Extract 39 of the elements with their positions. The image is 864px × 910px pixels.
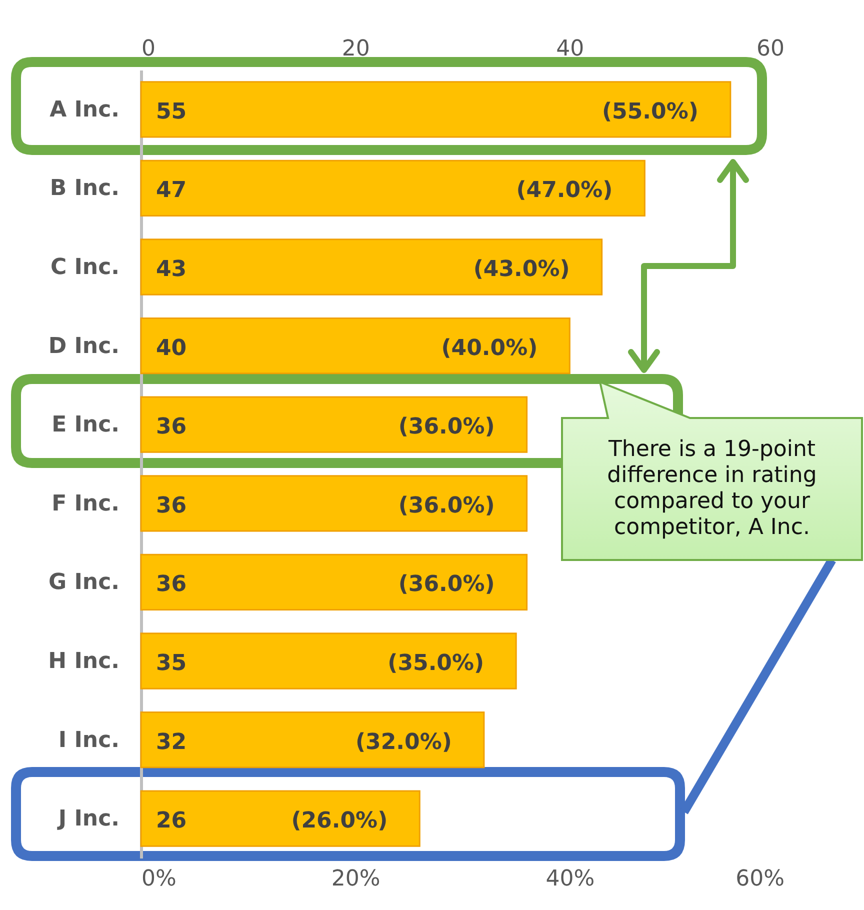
data-label: 40 <box>156 336 187 361</box>
y-tick-label: B Inc. <box>50 176 120 202</box>
y-tick-label: C Inc. <box>50 255 120 280</box>
x2-tick-label: 0 <box>142 36 156 62</box>
annotation: (35.0%) <box>388 651 484 676</box>
y-tick-label: I Inc. <box>58 728 120 753</box>
annotation: There is a 19-point difference in rating compared to your competitor, A Inc. <box>606 436 818 542</box>
x2-tick-label: 60 <box>756 36 784 62</box>
y-tick-label: E Inc. <box>52 412 120 438</box>
y-tick-label: J Inc. <box>56 806 120 832</box>
data-label: 32 <box>156 730 187 755</box>
x-tick-label: 60% <box>736 866 784 892</box>
annotation: (43.0%) <box>473 257 570 282</box>
annotation: (55.0%) <box>602 99 698 124</box>
y-tick-label: D Inc. <box>48 334 120 359</box>
annotation: (26.0%) <box>291 808 388 834</box>
annotation: (40.0%) <box>441 336 538 361</box>
y-tick-label: G Inc. <box>48 570 120 596</box>
data-label: 47 <box>156 178 187 204</box>
annotation: (36.0%) <box>398 414 495 440</box>
x-tick-label: 20% <box>331 866 380 892</box>
y-tick-label: H Inc. <box>48 649 120 674</box>
data-label: 36 <box>156 572 187 598</box>
data-label: 43 <box>156 257 187 282</box>
annotation: (36.0%) <box>398 572 495 598</box>
data-label: 26 <box>156 808 187 834</box>
x-tick-label: 40% <box>546 866 595 892</box>
data-label: 36 <box>156 493 187 518</box>
x2-tick-label: 40 <box>556 36 584 62</box>
annotation: (36.0%) <box>398 493 495 518</box>
data-label: 55 <box>156 99 187 124</box>
data-label: 35 <box>156 651 187 676</box>
data-label: 36 <box>156 414 187 440</box>
annotation: (32.0%) <box>355 730 452 755</box>
x-tick-label: 0% <box>142 866 176 892</box>
y-tick-label: A Inc. <box>50 97 120 122</box>
annotation: (47.0%) <box>516 178 613 204</box>
y-tick-label: F Inc. <box>52 491 120 516</box>
x2-tick-label: 20 <box>342 36 370 62</box>
